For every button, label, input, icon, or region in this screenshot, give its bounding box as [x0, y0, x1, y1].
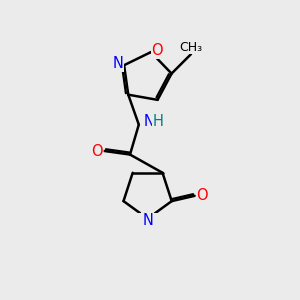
Text: N: N	[112, 56, 123, 71]
Text: O: O	[196, 188, 208, 203]
Text: H: H	[153, 114, 164, 129]
Text: O: O	[91, 143, 103, 158]
Text: N: N	[143, 114, 154, 129]
Text: CH₃: CH₃	[179, 41, 203, 54]
Text: O: O	[152, 43, 163, 58]
Text: N: N	[142, 213, 153, 228]
